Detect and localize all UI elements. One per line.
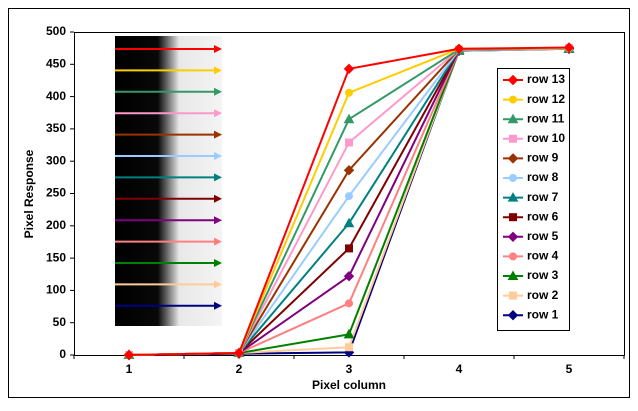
marker [563,42,575,53]
y-tick-label: 300 [46,153,66,167]
legend-label: row 10 [527,131,565,145]
y-tick-label: 350 [46,121,66,135]
x-tick-label: 2 [236,362,243,376]
y-tick-label: 400 [46,89,66,103]
y-tick-label: 450 [46,56,66,70]
inset-arrow-head [214,109,222,118]
marker [507,153,519,164]
legend [497,68,570,331]
marker [345,192,353,201]
marker [509,134,517,143]
y-tick-label: 200 [46,218,66,232]
inset-arrow-head [214,216,222,225]
y-tick-label: 0 [59,347,66,361]
legend-label: row 7 [527,190,559,204]
legend-label: row 8 [527,170,559,184]
inset-arrow-head [214,152,222,160]
x-tick-label: 3 [346,362,353,376]
inset-arrow-head [214,237,222,246]
x-axis-title: Pixel column [312,378,386,392]
legend-label: row 2 [527,288,559,302]
marker [507,309,519,321]
x-tick-label: 5 [566,362,573,376]
marker [343,113,355,124]
legend-label: row 5 [527,229,559,243]
marker [507,192,519,202]
y-tick-label: 150 [46,250,66,264]
marker [233,347,245,359]
inset-arrow-head [214,130,222,139]
marker [509,95,517,104]
legend-label: row 9 [527,151,559,165]
legend-label: row 3 [527,268,559,282]
inset-arrow-head [214,87,222,96]
marker [345,138,353,147]
marker [345,343,353,352]
legend-label: row 4 [527,249,559,263]
inset-arrow-head [214,280,222,289]
legend-label: row 12 [527,92,565,106]
marker [343,217,355,228]
inset-arrow-head [214,173,222,182]
marker [509,252,517,261]
marker [453,43,465,55]
marker [343,328,355,339]
inset-image [115,36,222,326]
marker [507,270,519,280]
legend-label: row 6 [527,209,559,223]
marker [507,74,519,86]
marker [509,213,517,222]
marker [343,165,355,176]
x-tick-label: 4 [456,362,463,376]
marker [509,174,517,182]
legend-label: row 11 [527,111,565,125]
inset-arrow-head [214,259,222,267]
y-axis-title: Pixel Response [22,149,36,238]
marker [345,299,353,308]
y-tick-label: 250 [46,186,66,200]
legend-label: row 1 [527,307,559,321]
y-tick-label: 100 [46,283,66,297]
x-tick-label: 1 [126,362,133,376]
marker [507,113,519,124]
marker [123,349,135,361]
marker [343,63,355,75]
inset-arrow-head [214,301,222,310]
marker [345,244,353,253]
marker [345,88,353,97]
marker [509,291,517,300]
inset-arrow-head [214,45,222,53]
marker [343,270,355,282]
marker [507,231,519,243]
y-tick-label: 50 [53,315,67,329]
legend-label: row 13 [527,72,565,86]
inset-arrow-head [214,194,222,203]
y-tick-label: 500 [46,24,66,38]
inset-arrow-head [214,66,222,75]
